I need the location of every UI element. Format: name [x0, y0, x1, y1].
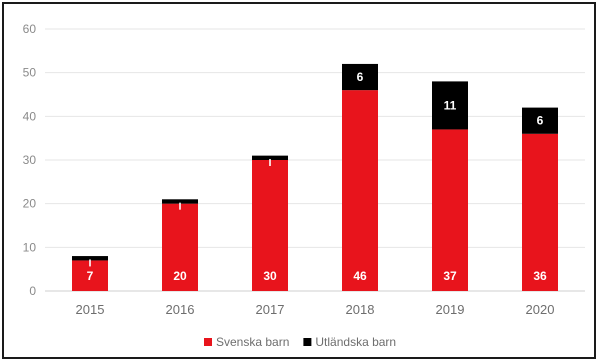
- x-tick-label: 2017: [256, 302, 285, 317]
- bar-svenska-2020: [522, 133, 558, 291]
- x-tick-label: 2015: [76, 302, 105, 317]
- bar-utlandska-2019: [432, 81, 468, 130]
- y-tick-label: 60: [23, 22, 37, 36]
- bar-svenska-2017: [252, 160, 288, 291]
- y-tick-label: 20: [23, 197, 37, 211]
- legend-label: Svenska barn: [216, 335, 289, 349]
- chart-frame: [2, 2, 596, 359]
- x-tick-label: 2018: [346, 302, 375, 317]
- data-label: 6: [537, 114, 544, 128]
- legend: Svenska barn Utländska barn: [204, 335, 396, 349]
- x-tick-label: 2016: [166, 302, 195, 317]
- bar-utlandska-2020: [522, 107, 558, 134]
- bar-utlandska-2017: [252, 155, 288, 160]
- bar-svenska-2019: [432, 129, 468, 291]
- data-label: 46: [353, 269, 367, 283]
- bar-svenska-2018: [342, 90, 378, 291]
- gridlines: [45, 28, 585, 292]
- y-tick-label: 40: [23, 109, 37, 123]
- bar-utlandska-2018: [342, 63, 378, 91]
- data-label: 11: [444, 98, 457, 112]
- y-tick-label: 10: [23, 240, 37, 254]
- bar-utlandska-2015: [72, 256, 108, 261]
- x-tick-label: 2020: [526, 302, 555, 317]
- y-axis-ticks: 0 10 20 30 40 50 60: [23, 22, 37, 298]
- x-tick-label: 2019: [436, 302, 465, 317]
- bar-svenska-2016: [162, 203, 198, 291]
- legend-label: Utländska barn: [315, 335, 396, 349]
- y-tick-label: 0: [29, 284, 36, 298]
- data-label: 36: [533, 269, 547, 283]
- data-label: 7: [87, 269, 94, 283]
- data-label: 6: [357, 70, 364, 84]
- bars: 7 20 30 46 6 37 11 36 6: [72, 63, 558, 291]
- bar-utlandska-2016: [162, 199, 198, 204]
- y-tick-label: 50: [23, 66, 37, 80]
- legend-swatch-utlandska: [303, 338, 312, 346]
- y-tick-label: 30: [23, 153, 37, 167]
- data-label: 37: [443, 269, 457, 283]
- data-label: 30: [263, 269, 277, 283]
- data-label: 20: [173, 269, 187, 283]
- legend-swatch-svenska: [204, 338, 212, 346]
- x-axis-ticks: 2015 2016 2017 2018 2019 2020: [76, 302, 555, 317]
